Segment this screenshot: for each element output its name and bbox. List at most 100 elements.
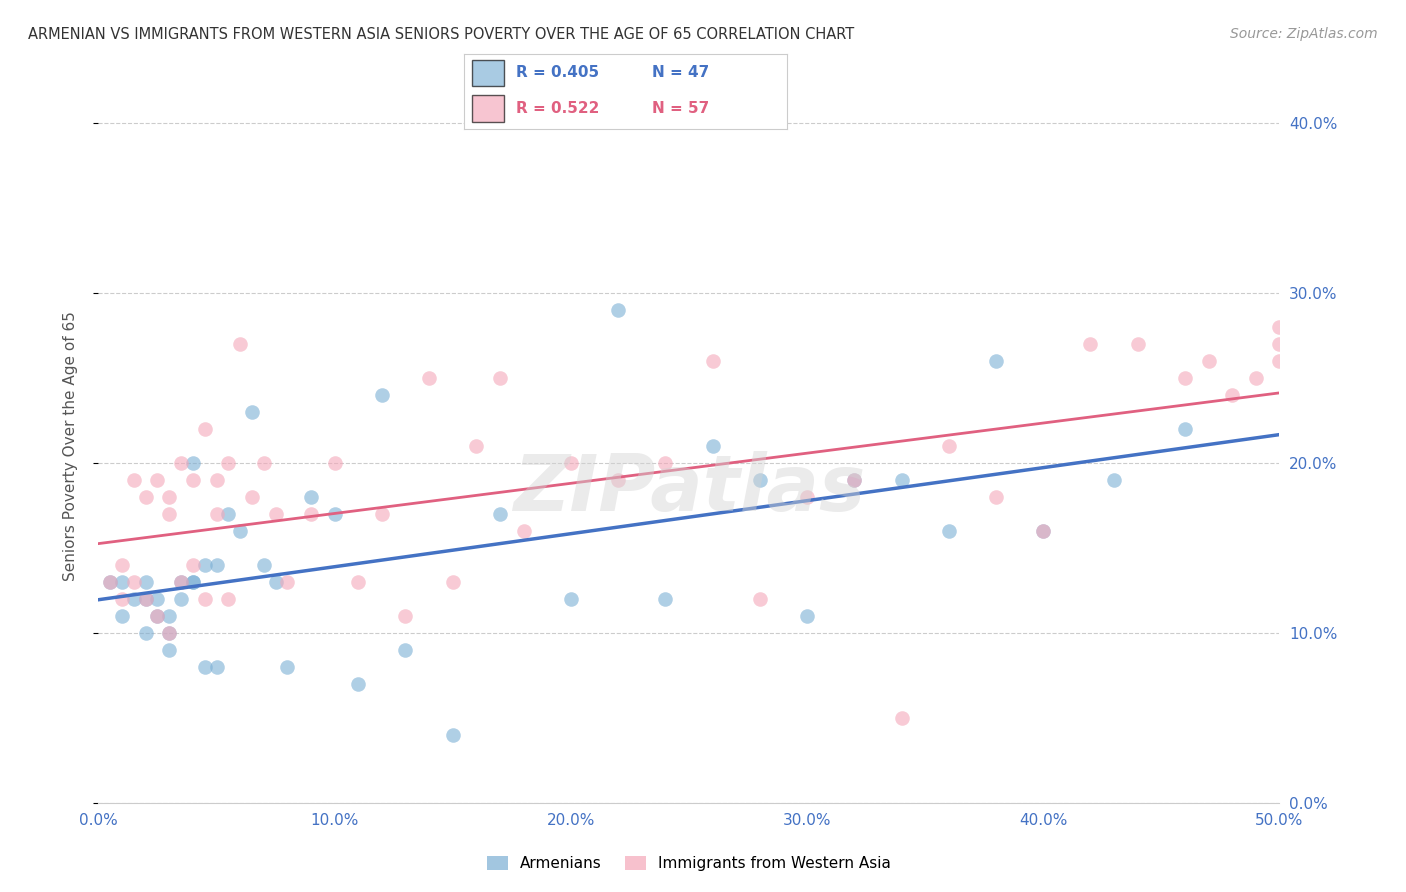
Point <box>146 591 169 606</box>
Point <box>702 439 724 453</box>
Point <box>111 608 134 623</box>
Text: R = 0.522: R = 0.522 <box>516 101 599 116</box>
Text: R = 0.405: R = 0.405 <box>516 65 599 80</box>
Point <box>111 574 134 589</box>
Point <box>796 608 818 623</box>
Point <box>146 608 169 623</box>
Point <box>1032 524 1054 538</box>
Point <box>217 456 239 470</box>
Point <box>253 456 276 470</box>
Point <box>181 473 204 487</box>
Point <box>229 524 252 538</box>
Point <box>418 371 440 385</box>
Point <box>323 507 346 521</box>
Point <box>135 490 157 504</box>
Point <box>264 507 287 521</box>
Point <box>240 490 263 504</box>
Point <box>890 711 912 725</box>
Point <box>748 473 770 487</box>
Point <box>194 591 217 606</box>
Point <box>205 660 228 674</box>
Point <box>489 371 512 385</box>
Point <box>122 591 145 606</box>
Point <box>157 507 180 521</box>
Point <box>205 507 228 521</box>
Point <box>205 558 228 572</box>
Point <box>135 574 157 589</box>
Text: Source: ZipAtlas.com: Source: ZipAtlas.com <box>1230 27 1378 41</box>
Point <box>984 490 1007 504</box>
Point <box>146 608 169 623</box>
Point <box>394 643 416 657</box>
Point <box>111 558 134 572</box>
Point <box>1198 354 1220 368</box>
Text: N = 57: N = 57 <box>651 101 709 116</box>
Point <box>323 456 346 470</box>
Point <box>194 660 217 674</box>
Point <box>253 558 276 572</box>
Point <box>844 473 866 487</box>
Point <box>264 574 287 589</box>
Point <box>441 728 464 742</box>
Point <box>157 643 180 657</box>
Point <box>654 591 676 606</box>
Point <box>194 558 217 572</box>
Legend: Armenians, Immigrants from Western Asia: Armenians, Immigrants from Western Asia <box>481 849 897 877</box>
Point <box>938 524 960 538</box>
Point <box>157 626 180 640</box>
Y-axis label: Seniors Poverty Over the Age of 65: Seniors Poverty Over the Age of 65 <box>63 311 77 581</box>
Point <box>465 439 488 453</box>
Text: ZIPatlas: ZIPatlas <box>513 450 865 527</box>
Point <box>181 456 204 470</box>
Point <box>984 354 1007 368</box>
Point <box>205 473 228 487</box>
Point <box>347 574 370 589</box>
Point <box>1268 354 1291 368</box>
Point <box>98 574 121 589</box>
Point <box>194 422 217 436</box>
Point <box>135 591 157 606</box>
Point <box>170 591 193 606</box>
Point <box>1174 371 1197 385</box>
Point <box>1174 422 1197 436</box>
Point <box>240 405 263 419</box>
Point <box>607 303 630 318</box>
Point <box>181 574 204 589</box>
Point <box>299 507 322 521</box>
Point <box>560 456 582 470</box>
Point <box>135 591 157 606</box>
Point <box>1126 337 1149 351</box>
Point <box>347 677 370 691</box>
Point <box>607 473 630 487</box>
Text: N = 47: N = 47 <box>651 65 709 80</box>
Point <box>181 574 204 589</box>
Point <box>890 473 912 487</box>
Point <box>299 490 322 504</box>
Point <box>394 608 416 623</box>
Point <box>371 388 394 402</box>
Point <box>1080 337 1102 351</box>
Point <box>229 337 252 351</box>
Point <box>654 456 676 470</box>
Point <box>560 591 582 606</box>
Text: ARMENIAN VS IMMIGRANTS FROM WESTERN ASIA SENIORS POVERTY OVER THE AGE OF 65 CORR: ARMENIAN VS IMMIGRANTS FROM WESTERN ASIA… <box>28 27 855 42</box>
Point <box>441 574 464 589</box>
Point <box>1220 388 1243 402</box>
Point <box>135 626 157 640</box>
Point <box>1244 371 1267 385</box>
Point <box>170 574 193 589</box>
Point <box>146 473 169 487</box>
Point <box>122 473 145 487</box>
Point <box>157 626 180 640</box>
Point <box>170 574 193 589</box>
Point <box>1032 524 1054 538</box>
Point <box>111 591 134 606</box>
Point <box>98 574 121 589</box>
FancyBboxPatch shape <box>472 95 505 122</box>
Point <box>276 660 298 674</box>
Point <box>1268 337 1291 351</box>
Point <box>489 507 512 521</box>
Point <box>217 507 239 521</box>
Point <box>938 439 960 453</box>
Point <box>748 591 770 606</box>
